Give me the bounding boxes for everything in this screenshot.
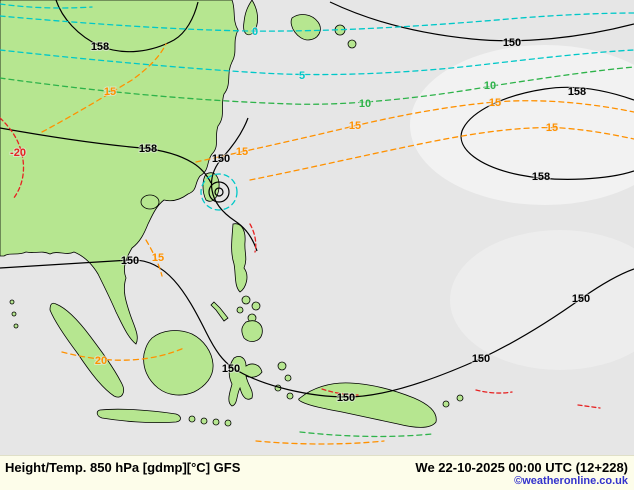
isotherm-corner-line (0, 3, 93, 9)
typhoon-isotherm-ring (200, 173, 238, 211)
copyright-link[interactable]: ©weatheronline.co.uk (514, 475, 628, 487)
isotherm-15-main-line (195, 100, 634, 163)
typhoon-closed-contour (208, 181, 230, 203)
sumatra (49, 302, 124, 398)
bismarck-island (456, 394, 464, 402)
height-contour-label: 150 (121, 255, 139, 267)
japan-islet (347, 39, 357, 49)
halmahera (277, 361, 287, 371)
height-contour-label: 150 (472, 353, 490, 365)
height-contour-label: 158 (91, 41, 109, 53)
temperature-contour-label: 15 (152, 252, 164, 264)
height-contour-158-china (55, 0, 199, 53)
temperature-contour-label: 10 (359, 98, 371, 110)
footer-right: We 22-10-2025 00:00 UTC (12+228) ©weathe… (415, 460, 628, 488)
temperature-contour-label: 15 (236, 146, 248, 158)
isotherm-red-newguinea (321, 388, 359, 396)
new-guinea (298, 382, 437, 428)
map-area: 158 158 150 150 150 158 158 150 150 150 150 0 5 10 10 1… (0, 0, 634, 445)
isotherm-minus20-line (0, 117, 25, 200)
moluccas-island (286, 392, 294, 400)
height-contour-158-trough (0, 127, 212, 184)
valid-datetime: We 22-10-2025 00:00 UTC (12+228) (415, 460, 628, 475)
height-contour-label: 158 (532, 171, 550, 183)
high-pressure-region-south (450, 230, 634, 370)
isotherm-15-china-line (41, 43, 167, 133)
temperature-contour-label: 15 (546, 122, 558, 134)
moluccas-island (284, 374, 292, 382)
andaman-island (11, 311, 17, 317)
isotherm-15-secondary-line (249, 126, 634, 181)
mainland-asia (0, 0, 239, 345)
weather-map-svg: 158 158 150 150 150 158 158 150 150 150 150 0 5 10 10 1… (0, 0, 634, 445)
java (96, 408, 181, 424)
height-contour-label: 150 (212, 153, 230, 165)
visayas-island (236, 306, 244, 314)
hainan (140, 194, 160, 210)
height-contour-label: 150 (503, 37, 521, 49)
temperature-contour-label: -20 (10, 147, 26, 159)
height-contour-label: 150 (222, 363, 240, 375)
typhoon-center-contour (214, 187, 224, 197)
isotherm-red-philippines (249, 223, 257, 253)
lesser-sunda-island (200, 417, 208, 425)
lesser-sunda-island (188, 415, 196, 423)
luzon (231, 223, 248, 293)
height-contour-158-high (460, 86, 634, 180)
height-contour-150-south (0, 259, 634, 398)
temperature-contour-label: 15 (489, 97, 501, 109)
height-contour-label: 158 (568, 86, 586, 98)
height-contour-150-taiwan (210, 117, 258, 252)
lesser-sunda-island (212, 418, 220, 426)
isotherm-south-green-line (299, 431, 433, 438)
japan-island (290, 14, 321, 41)
height-contour-label: 150 (572, 293, 590, 305)
borneo (143, 330, 214, 396)
temperature-contour-label: 15 (349, 120, 361, 132)
landmasses (0, 0, 464, 428)
product-title: Height/Temp. 850 hPa [gdmp][°C] GFS (5, 460, 241, 475)
isotherm-red-east (577, 404, 601, 409)
korea-peninsula (243, 0, 258, 36)
contour-labels: 158 158 150 150 150 158 158 150 150 150 150 0 5 10 10 1… (9, 25, 591, 405)
isotherm-red-pacific (475, 389, 513, 394)
bismarck-island (442, 400, 450, 408)
mindanao (241, 320, 263, 342)
isotherm-10-line (0, 66, 634, 105)
visayas-island (241, 295, 251, 305)
height-contours (0, 0, 634, 398)
height-contour-150-north (329, 1, 634, 42)
isotherm-20-borneo-line (61, 347, 185, 361)
isotherm-south-orange-line (255, 440, 385, 445)
andaman-island (9, 299, 15, 305)
visayas-island (251, 301, 261, 311)
palawan (210, 301, 229, 322)
lesser-sunda-island (224, 419, 232, 427)
temperature-contour-label: 5 (299, 70, 305, 82)
isotherm-15-vietnam-line (145, 239, 163, 277)
footer-bar: Height/Temp. 850 hPa [gdmp][°C] GFS We 2… (0, 455, 634, 490)
temperature-contour-label: 10 (484, 80, 496, 92)
isotherm-0-line (0, 12, 634, 32)
height-contour-label: 158 (139, 143, 157, 155)
temperature-contour-label: 20 (95, 355, 107, 367)
high-pressure-region (410, 45, 634, 205)
temperature-isolines (0, 3, 634, 445)
isotherm-5-line (0, 49, 634, 76)
temperature-contour-label: 0 (252, 26, 258, 38)
height-contour-label: 150 (337, 392, 355, 404)
sulawesi (228, 356, 263, 407)
andaman-island (13, 323, 19, 329)
temperature-contour-label: 15 (104, 86, 116, 98)
